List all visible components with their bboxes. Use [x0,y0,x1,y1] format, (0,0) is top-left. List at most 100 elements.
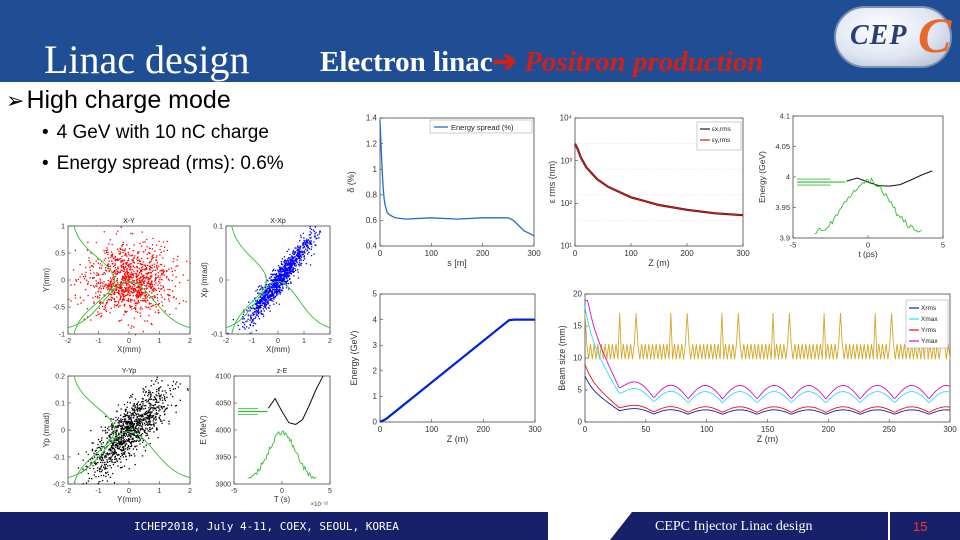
particle-dot [111,448,114,450]
particle-dot [149,284,152,286]
particle-dot [133,270,135,272]
particle-dot [139,429,141,431]
particle-dot [242,326,244,328]
particle-dot [122,275,124,277]
particle-dot [187,279,189,281]
particle-dot [108,284,110,286]
particle-dot [310,254,313,257]
particle-dot [177,255,179,257]
x-axis-label: T (s) [274,495,291,504]
particle-dot [111,424,113,426]
particle-dot [278,275,280,277]
particle-dot [135,414,137,416]
particle-dot [99,456,101,459]
particle-dot [244,324,246,326]
particle-dot [263,297,265,299]
particle-dot [160,251,162,253]
particle-dot [162,272,164,274]
particle-dot [130,443,132,445]
particle-dot [100,475,102,477]
plot-area [792,115,944,239]
particle-dot [113,453,115,455]
particle-dot [114,450,116,452]
particle-dot [148,407,150,409]
particle-dot [154,250,156,252]
particle-dot [117,453,119,456]
particle-dot [138,419,141,421]
particle-dot [297,255,299,258]
particle-dot [278,275,281,277]
particle-dot [161,296,163,298]
particle-dot [135,425,137,428]
particle-dot [272,273,274,275]
particle-dot [318,237,320,239]
x-tick-label: 1 [158,488,162,495]
particle-dot [284,265,286,267]
particle-dot [158,405,160,407]
page-subtitle: Electron linac➔ Positron production [320,44,764,79]
particle-dot [295,258,297,260]
y-tick-label: -0.1 [53,454,65,461]
particle-dot [111,427,113,429]
particle-dot [131,440,133,443]
particle-dot [133,290,135,292]
particle-dot [122,442,124,444]
particle-dot [128,438,130,440]
particle-dot [99,280,101,282]
x-tick-label: 200 [476,249,490,258]
particle-dot [137,295,139,298]
particle-dot [135,290,138,292]
particle-dot [141,293,143,295]
particle-dot [148,247,151,249]
particle-dot [116,459,118,461]
particle-dot [287,276,289,278]
particle-dot [94,462,96,464]
particle-dot [154,288,156,290]
particle-dot [113,290,116,292]
particle-dot [108,436,110,438]
particle-dot [94,463,97,466]
particle-dot [132,292,135,294]
particle-dot [129,306,132,308]
particle-dot [300,254,302,256]
particle-dot [159,418,161,421]
particle-dot [243,327,245,329]
particle-dot [106,303,108,305]
particle-dot [121,450,123,452]
particle-dot [168,279,170,281]
particle-dot [287,259,289,262]
particle-dot [316,237,318,239]
particle-dot [91,450,94,452]
particle-dot [132,273,134,275]
particle-dot [115,435,117,437]
particle-dot [174,405,177,407]
particle-dot [295,265,297,267]
particle-dot [143,413,145,415]
particle-dot [140,291,142,293]
particle-dot [133,417,135,419]
particle-dot [148,314,150,317]
particle-dot [159,270,161,272]
particle-dot [278,289,280,291]
particle-dot [291,265,293,267]
particle-dot [102,282,104,285]
particle-dot [259,285,261,287]
particle-dot [121,244,123,246]
particle-dot [150,406,152,408]
particle-dot [300,236,302,238]
particle-dot [119,271,121,273]
particle-dot [147,393,150,395]
particle-dot [100,466,102,468]
particle-dot [151,415,153,417]
particle-dot [297,257,300,259]
particle-dot [140,415,143,417]
particle-dot [124,282,126,284]
particle-dot [95,260,97,262]
particle-dot [124,275,126,277]
particle-dot [255,290,257,292]
particle-dot [288,269,290,272]
particle-dot [257,292,259,294]
particle-dot [143,268,145,271]
particle-dot [264,301,266,303]
particle-dot [126,412,129,414]
